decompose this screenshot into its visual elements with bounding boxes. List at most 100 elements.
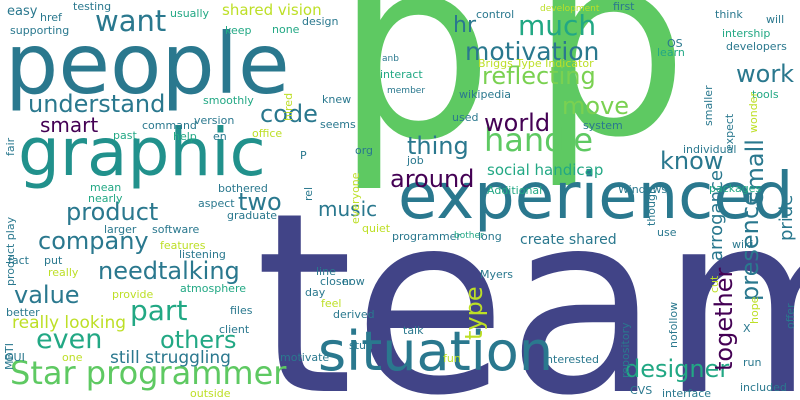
word-interested: interested [543, 353, 599, 366]
word-much: much [518, 9, 597, 42]
word-org: org [355, 144, 374, 157]
word-smoothly: smoothly [203, 94, 254, 107]
word-seems: seems [320, 118, 356, 131]
word-know: know [660, 147, 724, 175]
word-even: even [36, 324, 103, 355]
word-bother: bother [454, 231, 484, 241]
word-past: past [113, 129, 137, 142]
word-version: version [194, 114, 235, 127]
word-talk: talk [403, 324, 424, 337]
word-hope: hope [748, 296, 761, 324]
word-social-handicap: social handicap [487, 161, 604, 179]
word-people: people [5, 15, 290, 113]
word-star-programmer: Star programmer [10, 354, 287, 392]
word-interface: interface [662, 387, 712, 400]
word-fact: fact [8, 254, 29, 267]
word-product-play: product play [4, 216, 17, 286]
word-knew: knew [322, 93, 352, 106]
word-music: music [318, 197, 378, 221]
word-wiki: wiki [732, 238, 754, 251]
word-atmosphere: atmosphere [180, 282, 246, 295]
word-programmer: programmer [392, 230, 461, 243]
word-interact: interact [380, 68, 423, 81]
word-intership: intership [722, 27, 771, 40]
word-hired: hired [282, 92, 295, 121]
word-run: run [743, 356, 762, 369]
word-graduate: graduate [227, 209, 278, 222]
word-member: member [387, 86, 426, 96]
word-smart: smart [40, 113, 99, 137]
word-two: two [238, 188, 282, 216]
word-myers: Myers [480, 268, 514, 281]
word-world: world [484, 109, 551, 137]
word-value: value [14, 281, 80, 309]
word-supporting: supporting [10, 24, 70, 37]
word-mbti: MBTI [3, 342, 16, 370]
word-pride: pride [776, 194, 797, 241]
word-product: product [66, 198, 159, 226]
word-briggs-type-indicator: Briggs Type Indicator [478, 57, 594, 70]
word-bothered: bothered [218, 182, 268, 195]
word-anb: anb [382, 54, 399, 64]
word-help: help [173, 130, 197, 143]
word-think: think [715, 8, 743, 21]
word-cut: cut [708, 275, 721, 293]
word-offer: offer [784, 303, 797, 329]
word-wonder: wonder [747, 92, 760, 133]
word-gui: GUI [5, 351, 25, 364]
word-motivation: motivation [465, 37, 600, 66]
word-used: used [452, 111, 479, 124]
word-p: P [300, 149, 307, 162]
word-office: office [252, 127, 283, 140]
word-outside: outside [190, 387, 231, 400]
word-system: system [583, 119, 623, 132]
word-design: design [302, 15, 339, 28]
word-now: now [342, 275, 365, 288]
word-software: software [152, 223, 200, 236]
word-control: control [476, 8, 515, 21]
word-graphic: graphic [18, 114, 266, 191]
word-derived: derived [333, 308, 375, 321]
word-closer: closer [320, 275, 353, 288]
word-fair: fair [4, 137, 17, 156]
word-learn: learn [657, 46, 685, 59]
word-understand: understand [28, 90, 166, 118]
word-os: OS [667, 37, 683, 50]
word-none: none [272, 23, 300, 36]
word-will: will [766, 13, 785, 26]
word-wikipedia: wikipedia [459, 88, 512, 101]
word-create-shared: create shared [520, 232, 617, 248]
word-really-looking: really looking [12, 313, 127, 333]
word-reflecting: reflecting [482, 62, 596, 90]
word-feel: feel [321, 297, 342, 310]
word-part: part [130, 294, 188, 327]
word-day: day [305, 286, 326, 299]
word-individual: individual [683, 143, 737, 156]
word-additional: Additional [487, 184, 543, 197]
word-stuff: stuff [349, 339, 374, 352]
word-everyone: everyone [349, 172, 362, 224]
word-nofollow: nofollow [667, 301, 680, 348]
word-type: type [460, 286, 488, 340]
word-needtalking: needtalking [98, 257, 240, 285]
word-code: code [260, 100, 318, 128]
word-x: X [743, 322, 751, 335]
word-hr: hr [453, 13, 476, 38]
word-href: href [40, 11, 62, 24]
word-thing: thing [407, 132, 469, 160]
word-client: client [219, 323, 250, 336]
word-job: job [407, 154, 424, 167]
word-keep: keep [225, 24, 252, 37]
word-cvs: CVS [630, 384, 653, 397]
word-experienced: experienced [398, 160, 794, 234]
word-designer: designer [625, 355, 730, 383]
word-developers: developers [726, 40, 787, 53]
word-nearly: nearly [88, 192, 123, 205]
word-motivate: motivate [280, 351, 330, 364]
word-windows: Windows [618, 183, 668, 196]
word-testing: testing [73, 0, 112, 13]
word-really: really [48, 266, 79, 279]
word-first: first [613, 0, 635, 13]
word-team: team [255, 159, 800, 400]
